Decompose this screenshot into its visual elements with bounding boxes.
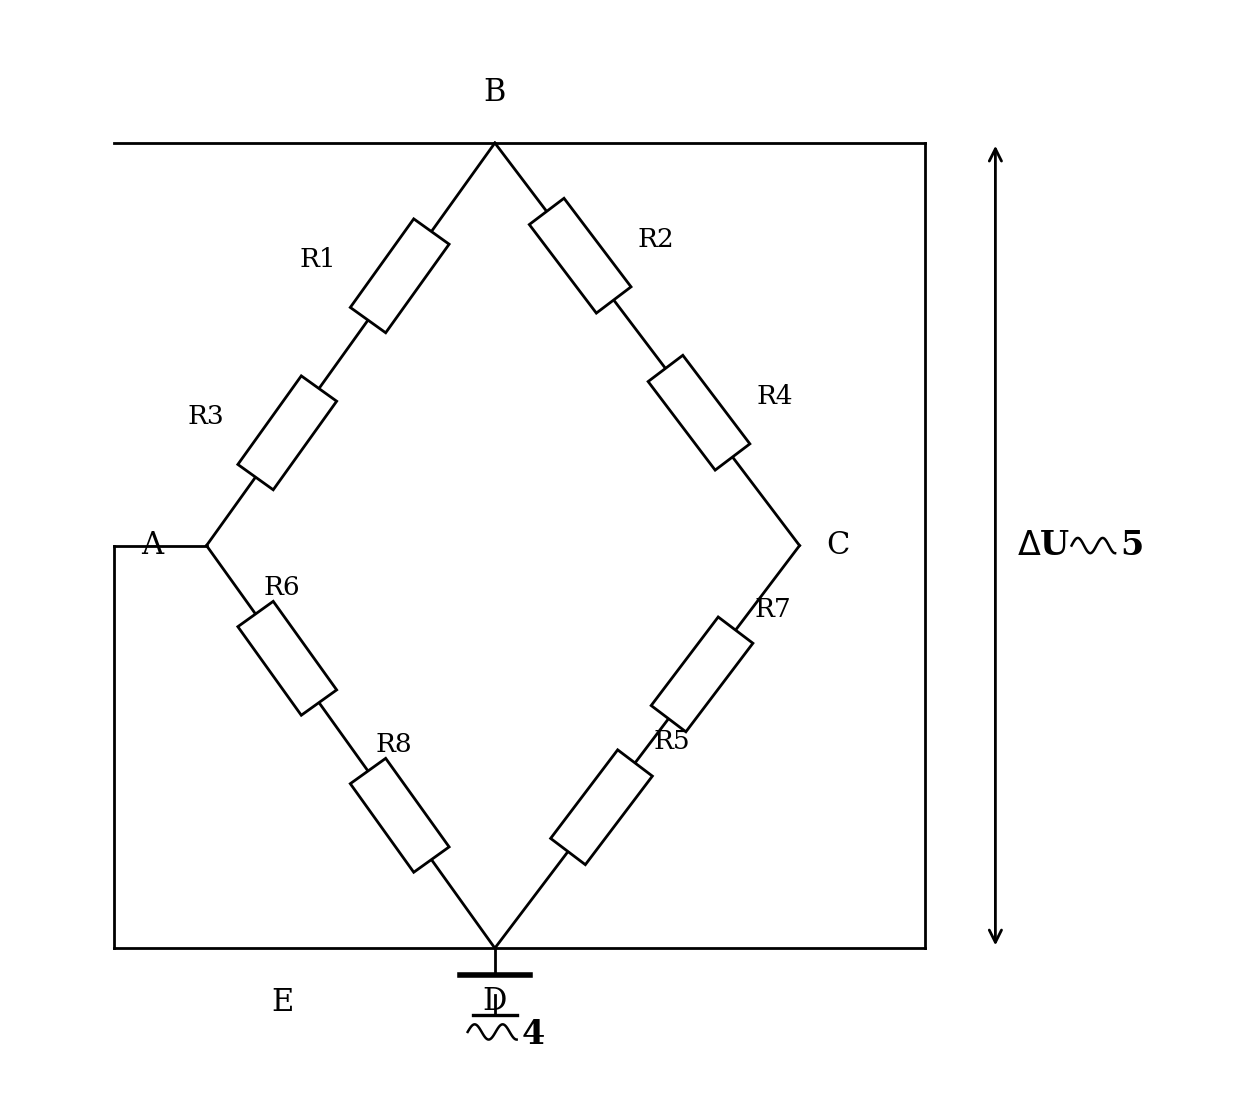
Polygon shape [529, 198, 631, 313]
Polygon shape [551, 749, 652, 865]
Polygon shape [351, 758, 449, 873]
Text: R2: R2 [637, 227, 675, 252]
Text: A: A [141, 530, 162, 561]
Polygon shape [351, 219, 449, 333]
Text: R4: R4 [756, 383, 794, 409]
Polygon shape [238, 376, 337, 489]
Text: R1: R1 [300, 247, 336, 272]
Text: 5: 5 [1121, 529, 1143, 562]
Text: 4: 4 [522, 1017, 546, 1050]
Text: C: C [827, 530, 851, 561]
Text: R8: R8 [376, 732, 413, 757]
Text: B: B [484, 77, 506, 108]
Text: R3: R3 [187, 404, 224, 429]
Polygon shape [238, 602, 337, 715]
Text: R5: R5 [653, 730, 691, 755]
Text: E: E [272, 987, 294, 1018]
Polygon shape [651, 617, 753, 732]
Text: $\Delta$U: $\Delta$U [1017, 529, 1070, 562]
Text: D: D [482, 986, 507, 1017]
Polygon shape [649, 355, 750, 471]
Text: R6: R6 [264, 575, 300, 601]
Text: R7: R7 [754, 596, 791, 622]
